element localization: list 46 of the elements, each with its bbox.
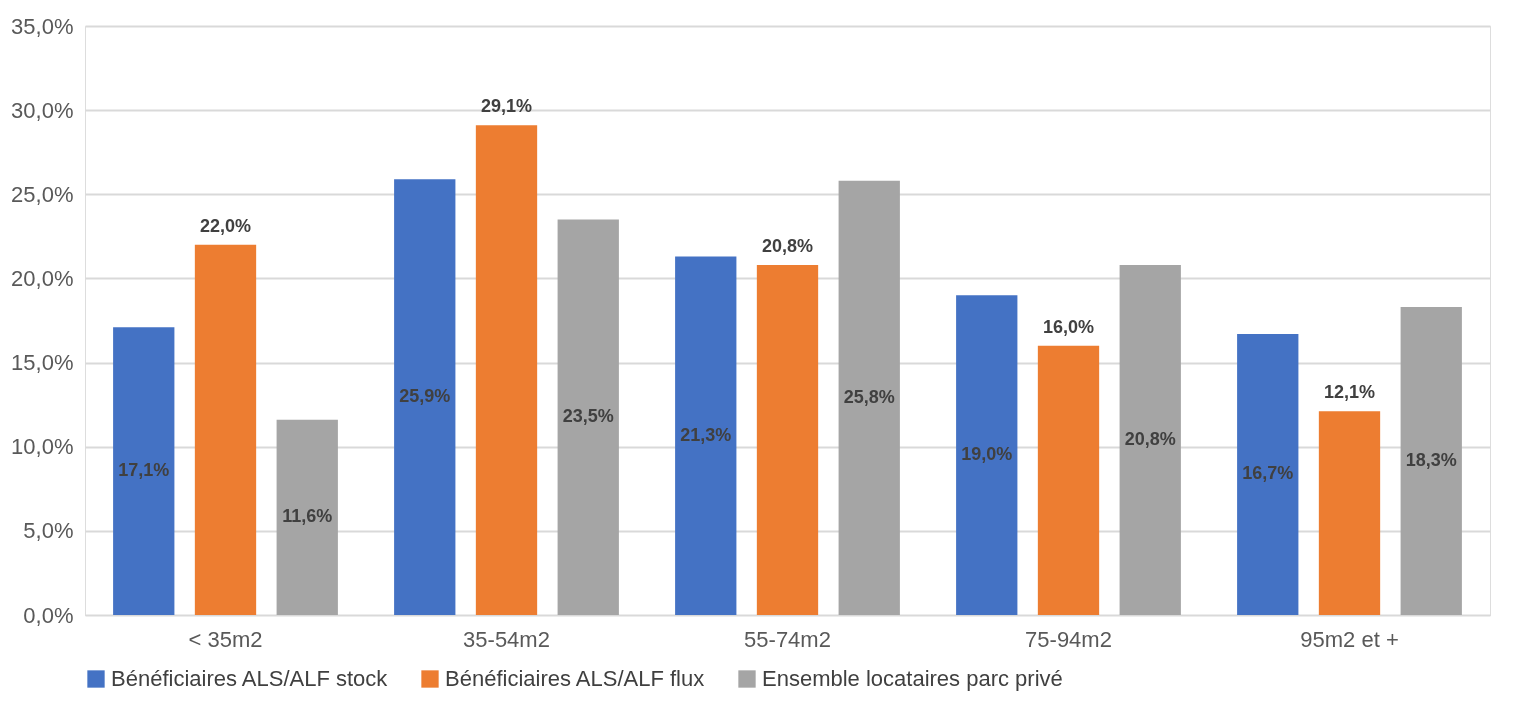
- bar: [956, 295, 1018, 615]
- bar: [276, 419, 338, 615]
- y-tick-label: 5,0%: [23, 518, 74, 544]
- bar: [1400, 307, 1462, 615]
- bar: [1119, 264, 1181, 615]
- data-label: 16,0%: [1042, 316, 1095, 337]
- legend-label: Bénéficiaires ALS/ALF stock: [111, 666, 389, 691]
- legend-label: Bénéficiaires ALS/ALF flux: [445, 666, 705, 691]
- data-label: 20,8%: [761, 235, 814, 256]
- y-tick-label: 20,0%: [11, 265, 74, 291]
- bar: [838, 180, 900, 615]
- y-tick-label: 15,0%: [11, 350, 74, 376]
- legend-label: Ensemble locataires parc privé: [762, 666, 1063, 691]
- x-tick-label: 55-74m2: [744, 626, 831, 652]
- bar: [394, 179, 456, 615]
- data-label: 25,9%: [399, 386, 451, 407]
- y-tick-label: 35,0%: [11, 13, 74, 39]
- bar: [475, 125, 538, 615]
- data-label: 23,5%: [562, 406, 614, 427]
- data-label: 22,0%: [199, 215, 252, 236]
- y-tick-label: 0,0%: [23, 602, 74, 628]
- bar: [194, 244, 257, 615]
- bar: [1318, 411, 1381, 615]
- bar: [1037, 345, 1100, 615]
- bar: [675, 256, 737, 615]
- x-tick-label: 35-54m2: [463, 626, 550, 652]
- bar: [1237, 333, 1299, 615]
- data-label: 18,3%: [1405, 450, 1457, 471]
- data-label: 11,6%: [282, 506, 333, 527]
- y-tick-label: 25,0%: [11, 181, 74, 207]
- data-label: 12,1%: [1323, 382, 1376, 403]
- y-tick-label: 30,0%: [11, 97, 74, 123]
- bar: [756, 264, 819, 615]
- data-label: 29,1%: [480, 96, 533, 117]
- x-tick-label: 75-94m2: [1025, 626, 1112, 652]
- bar: [113, 327, 175, 615]
- y-tick-label: 10,0%: [11, 434, 74, 460]
- data-label: 21,3%: [680, 424, 732, 445]
- x-tick-label: 95m2 et +: [1300, 626, 1399, 652]
- data-label: 25,8%: [843, 386, 895, 407]
- bar: [557, 219, 619, 615]
- data-label: 16,7%: [1242, 463, 1294, 484]
- x-tick-label: < 35m2: [188, 626, 263, 652]
- data-label: 20,8%: [1124, 428, 1176, 449]
- data-label: 17,1%: [118, 460, 170, 481]
- data-label: 19,0%: [961, 444, 1013, 465]
